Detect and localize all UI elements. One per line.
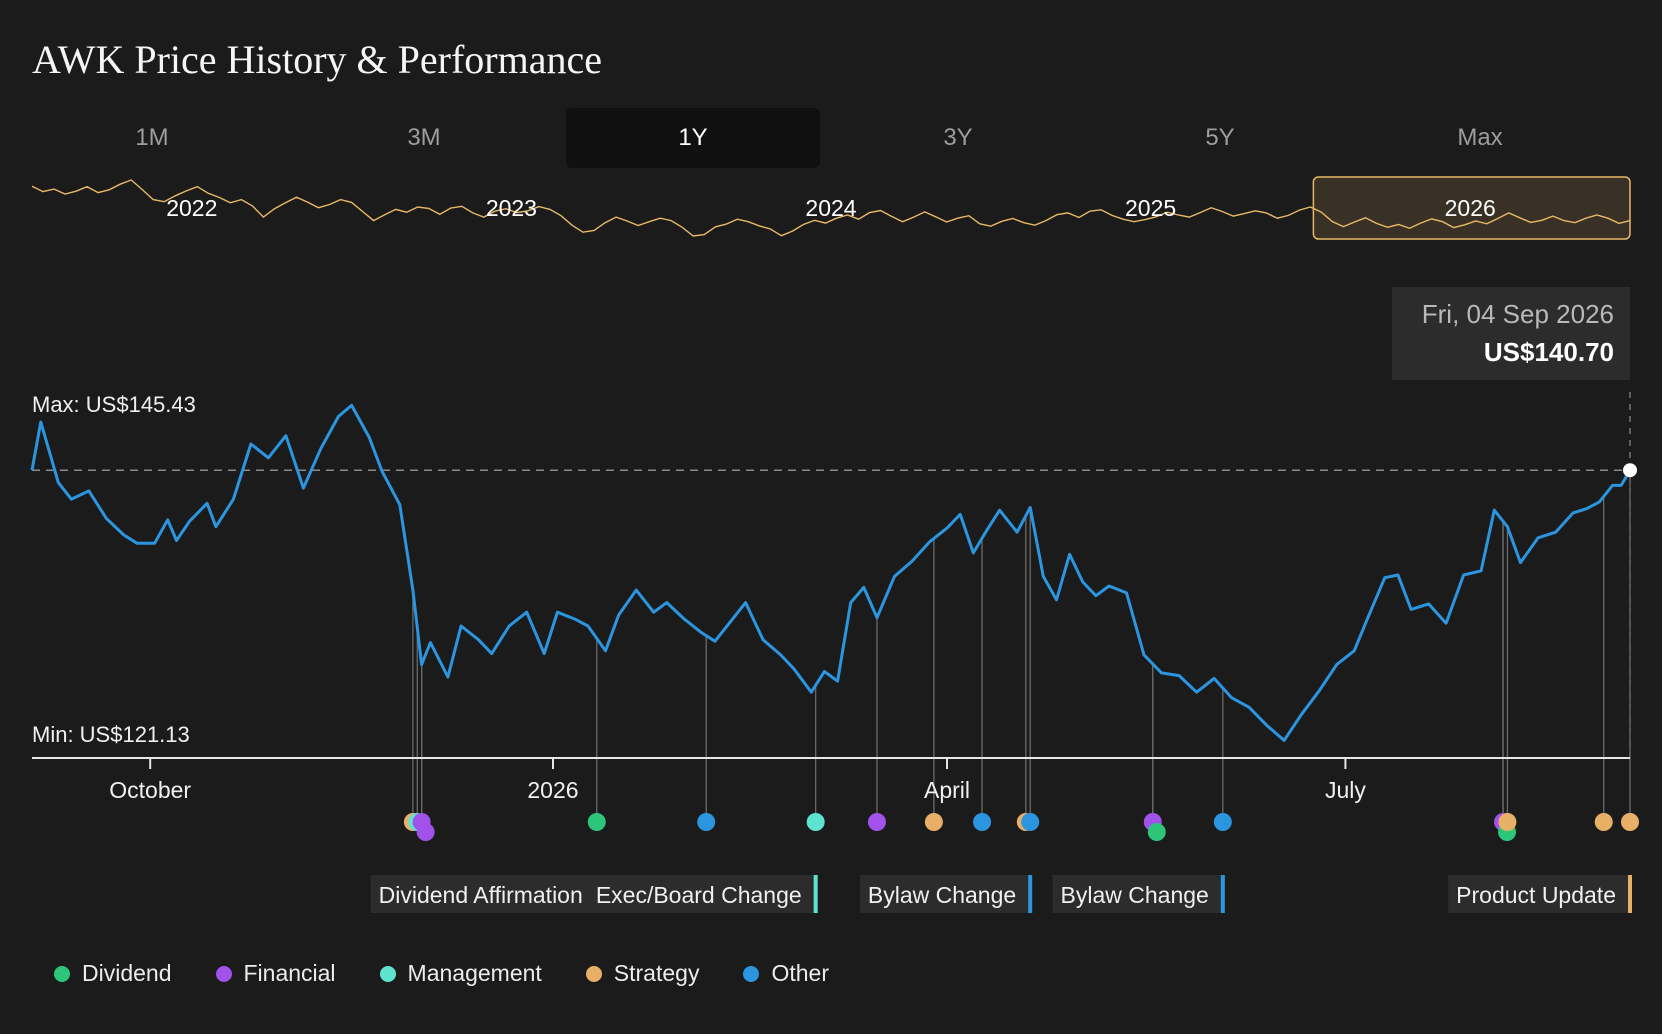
event-label-box [370,875,597,913]
event-label-box [859,875,1031,913]
tab-1y[interactable]: 1Y [566,108,820,168]
legend-item-other[interactable]: Other [743,960,829,987]
price-tooltip: Fri, 04 Sep 2026 US$140.70 [1392,287,1630,380]
overview-year-label: 2026 [1445,195,1496,221]
management-dot-icon [379,965,396,982]
event-dot [924,813,943,831]
legend-label: Other [771,960,829,986]
page-title: AWK Price History & Performance [32,37,602,82]
event-dot [973,813,992,831]
event-dot [1147,823,1166,841]
x-tick-label: 2026 [527,777,578,803]
tooltip-price: US$140.70 [1483,337,1614,367]
event-dot [867,813,886,831]
overview-year-label: 2025 [1125,195,1176,221]
event-label-marker [1220,875,1225,913]
event-label-marker [1028,875,1033,913]
legend-item-dividend[interactable]: Dividend [54,960,172,987]
tab-1m[interactable]: 1M [135,124,169,151]
event-dot [1621,813,1639,831]
overview-year-label: 2024 [805,195,856,221]
event-label-box [1052,875,1223,913]
tab-3y[interactable]: 3Y [943,124,973,151]
current-price-point [1623,463,1637,478]
event-label-text: Bylaw Change [868,882,1016,908]
legend-item-management[interactable]: Management [379,960,542,987]
event-dot [1594,813,1613,831]
x-tick-label: October [109,777,191,803]
overview-year-label: 2022 [166,195,217,221]
legend-item-strategy[interactable]: Strategy [585,960,700,987]
tab-max[interactable]: Max [1457,124,1503,151]
event-label-text: Dividend Affirmation [379,882,583,908]
legend-label: Financial [243,960,336,986]
overview-line [31,179,1631,237]
other-dot-icon [743,965,760,982]
category-legend: Dividend Financial Management Strategy O… [54,960,873,987]
event-dot [416,823,435,841]
event-label-text: Exec/Board Change [596,882,802,908]
event-dot [587,813,606,831]
legend-label: Strategy [613,960,700,986]
event-dot [1213,813,1232,831]
event-label-marker [1628,875,1632,913]
max-label: Max: US$145.43 [32,392,196,417]
strategy-dot-icon [585,965,602,982]
legend-item-financial[interactable]: Financial [215,960,336,987]
tab-5y[interactable]: 5Y [1205,124,1235,151]
event-label-box [587,875,816,913]
dividend-dot-icon [54,965,70,982]
min-label: Min: US$121.13 [32,722,190,747]
legend-label: Management [407,960,542,986]
event-dot [1498,813,1517,831]
event-label-text: Product Update [1456,882,1616,908]
event-label-text: Bylaw Change [1061,882,1209,908]
financial-dot-icon [215,965,232,982]
price-line [30,403,1632,742]
event-label-box [1448,875,1630,913]
range-tabs: 1M 3M 1Y 3Y 5Y Max [32,108,1630,168]
x-tick-label: April [924,777,970,803]
tooltip-date: Fri, 04 Sep 2026 [1421,299,1614,329]
event-dot [697,813,716,831]
legend-label: Dividend [82,960,172,986]
overview-year-label: 2023 [486,195,537,221]
x-tick-label: July [1325,777,1366,803]
event-dot [806,813,825,831]
tab-3m[interactable]: 3M [407,124,441,151]
event-label-marker [813,875,818,913]
event-dot [1021,813,1040,831]
